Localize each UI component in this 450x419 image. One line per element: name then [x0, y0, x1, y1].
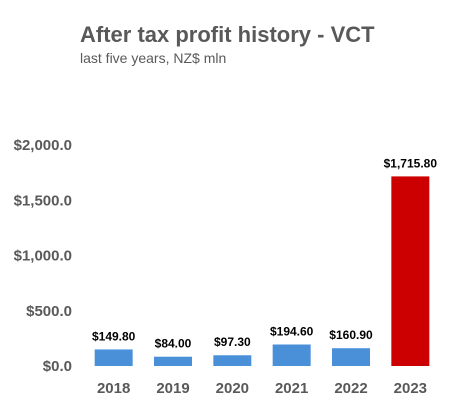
- bar-2021: [272, 344, 311, 366]
- bar-2018: [94, 349, 133, 366]
- bar-2023: [391, 176, 430, 366]
- bar-2019: [154, 356, 192, 366]
- data-label-2022: $160.90: [329, 328, 373, 342]
- y-tick-label: $2,000.0: [14, 137, 72, 154]
- x-tick-label-2022: 2022: [334, 380, 367, 397]
- x-tick-label-2023: 2023: [394, 380, 427, 397]
- data-label-2021: $194.60: [270, 324, 314, 338]
- x-tick-label-2018: 2018: [97, 380, 130, 397]
- x-tick-label-2021: 2021: [275, 380, 308, 397]
- data-label-2020: $97.30: [214, 335, 251, 349]
- bar-2022: [332, 348, 370, 366]
- data-label-2023: $1,715.80: [384, 156, 438, 170]
- y-tick-label: $1,000.0: [14, 248, 72, 265]
- chart-subtitle: last five years, NZ$ mln: [80, 50, 227, 66]
- x-tick-label-2019: 2019: [156, 380, 189, 397]
- data-label-2018: $149.80: [92, 329, 136, 343]
- x-tick-label-2020: 2020: [216, 380, 249, 397]
- chart-title: After tax profit history - VCT: [80, 22, 375, 47]
- data-label-2019: $84.00: [155, 337, 192, 351]
- y-tick-label: $1,500.0: [14, 192, 72, 209]
- y-tick-label: $500.0: [26, 303, 72, 320]
- bar-2020: [213, 355, 252, 366]
- y-tick-label: $0.0: [43, 358, 72, 375]
